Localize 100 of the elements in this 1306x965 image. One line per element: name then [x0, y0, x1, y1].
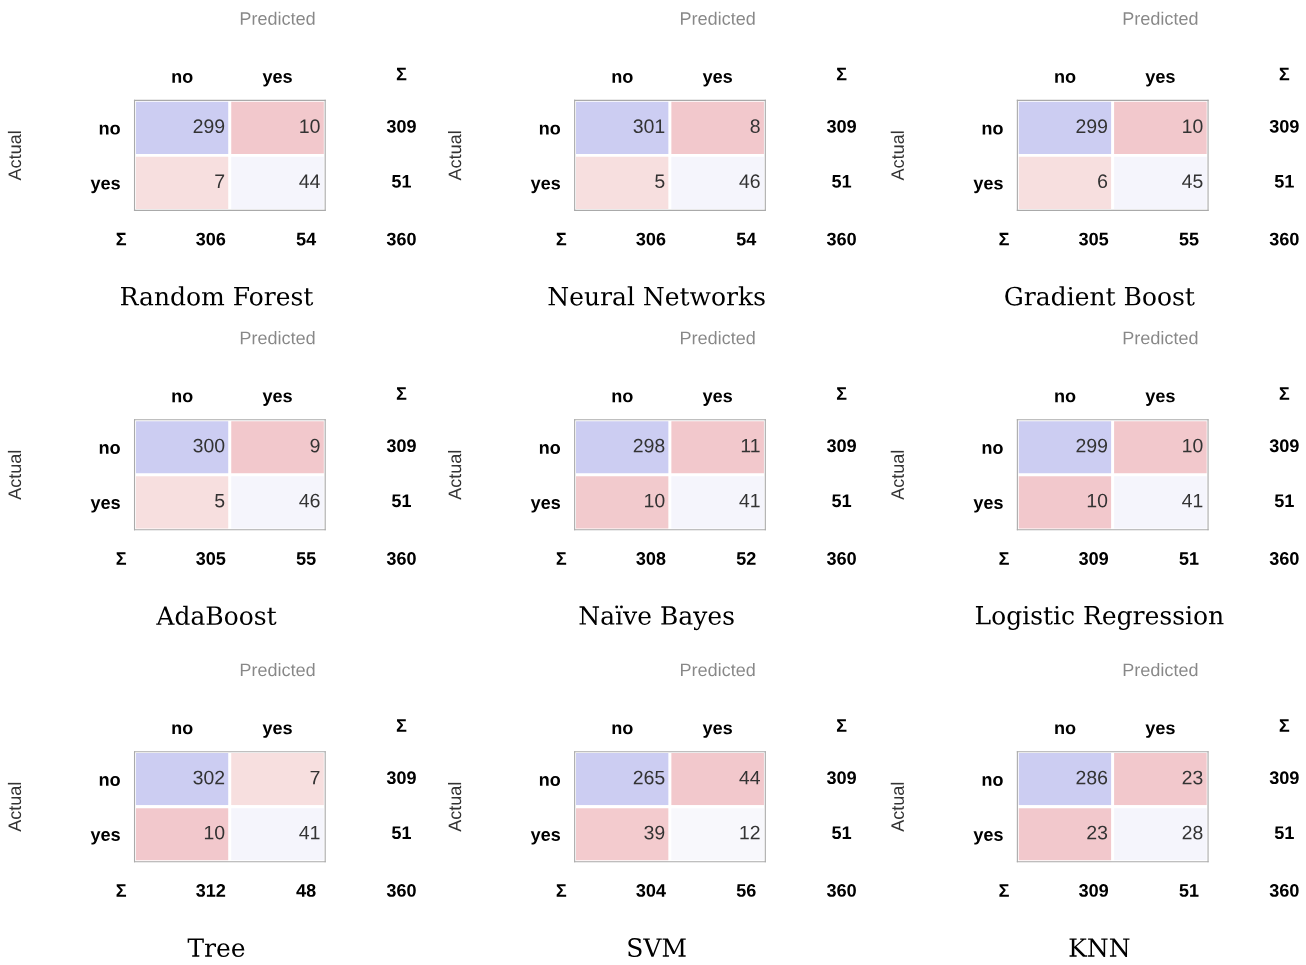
y2-tick-label: 51 [391, 826, 411, 840]
y-tick-label: no [982, 776, 1003, 786]
data-label: 7 [310, 770, 320, 785]
text: 54 [736, 232, 757, 246]
x-tick-label: yes [702, 724, 732, 738]
y-axis-title: Actual [448, 782, 462, 832]
y-tick-label: no [539, 124, 561, 135]
y2-tick-label: 51 [391, 175, 411, 188]
y2-tick-label: 309 [826, 771, 856, 785]
text: 51 [1179, 552, 1199, 565]
y-axis-title: Actual [890, 450, 904, 500]
y2-tick-label: 309 [1269, 439, 1299, 453]
y-tick-label: yes [530, 499, 561, 513]
x-tick-label: no [612, 392, 633, 403]
text: AdaBoost [156, 605, 277, 626]
text: 360 [1269, 232, 1299, 246]
text: 51 [1179, 884, 1199, 897]
data-label: 286 [1076, 770, 1108, 785]
y2-tick-label: 51 [832, 494, 852, 508]
text: Σ [836, 67, 847, 81]
text: 52 [736, 552, 756, 565]
x-axis-title: Predicted [1123, 11, 1198, 25]
data-label: 301 [633, 119, 665, 134]
y2-tick-label: 309 [386, 119, 416, 133]
text: Σ [396, 67, 407, 81]
data-label: 299 [1076, 438, 1108, 453]
y2-tick-label: 51 [1274, 175, 1294, 188]
data-label: 10 [204, 825, 225, 840]
text: KNN [1069, 938, 1130, 958]
data-label: 7 [215, 174, 225, 188]
text: 360 [386, 552, 416, 565]
data-label: 6 [1098, 174, 1108, 189]
data-label: 23 [1087, 825, 1108, 840]
data-label: 41 [1182, 493, 1203, 508]
y2-tick-label: 309 [1269, 119, 1299, 133]
text: 54 [296, 232, 317, 246]
y-axis-title: Actual [7, 782, 22, 832]
text: Tree [187, 938, 245, 958]
y-tick-label: no [99, 776, 120, 786]
y-tick-label: no [982, 444, 1003, 454]
text: Σ [999, 232, 1009, 246]
text: Σ [556, 232, 567, 246]
x-tick-label: yes [1145, 724, 1175, 738]
text: 304 [636, 884, 666, 897]
text: Σ [556, 552, 567, 565]
text: Σ [556, 884, 567, 897]
text: 360 [826, 884, 856, 897]
data-label: 46 [299, 493, 320, 508]
text: 312 [196, 884, 226, 897]
y-axis-title: Actual [448, 450, 462, 500]
y-tick-label: no [99, 444, 120, 454]
text: Σ [116, 552, 127, 565]
data-label: 265 [633, 770, 665, 785]
x-tick-label: yes [262, 724, 292, 738]
data-label: 39 [644, 825, 665, 840]
text: Σ [836, 387, 847, 400]
data-label: 302 [193, 770, 225, 785]
y-axis-title: Actual [7, 131, 22, 181]
x-tick-label: no [172, 724, 193, 735]
y2-tick-label: 309 [826, 119, 856, 133]
y-tick-label: no [982, 124, 1003, 135]
y2-tick-label: 309 [1269, 771, 1299, 785]
data-label: 10 [1183, 119, 1203, 134]
x-tick-label: yes [1145, 392, 1175, 406]
text: 360 [1269, 884, 1299, 897]
x-tick-label: yes [262, 73, 292, 87]
x-axis-title: Predicted [240, 663, 315, 677]
text: 56 [736, 884, 756, 897]
text: 360 [826, 232, 856, 246]
data-label: 300 [193, 438, 225, 453]
y-tick-label: yes [530, 831, 561, 845]
data-label: 28 [1182, 825, 1203, 840]
text: Σ [396, 387, 407, 400]
data-label: 46 [739, 174, 760, 189]
y2-tick-label: 51 [832, 826, 852, 840]
y2-tick-label: 309 [386, 771, 416, 785]
x-tick-label: yes [702, 73, 732, 87]
text: 360 [1269, 552, 1299, 565]
data-label: 8 [750, 119, 760, 134]
x-tick-label: no [172, 73, 193, 83]
x-axis-title: Predicted [240, 331, 315, 345]
text: 48 [296, 884, 316, 897]
text: Σ [999, 552, 1009, 565]
text: 360 [386, 232, 416, 246]
y2-tick-label: 51 [1274, 494, 1294, 508]
text: Σ [396, 719, 407, 732]
x-axis-title: Predicted [1123, 331, 1198, 345]
text: SVM [628, 938, 686, 958]
text: 309 [1079, 552, 1109, 565]
text: 305 [1079, 232, 1109, 246]
x-axis-title: Predicted [680, 331, 755, 345]
data-label: 23 [1182, 770, 1203, 785]
text: Σ [836, 719, 847, 732]
y2-tick-label: 309 [386, 439, 416, 453]
data-label: 44 [739, 770, 760, 785]
x-tick-label: yes [1145, 73, 1175, 87]
y2-tick-label: 51 [1274, 826, 1294, 840]
data-label: 299 [193, 119, 225, 134]
y-tick-label: yes [973, 831, 1003, 845]
y-axis-title: Actual [448, 131, 462, 181]
